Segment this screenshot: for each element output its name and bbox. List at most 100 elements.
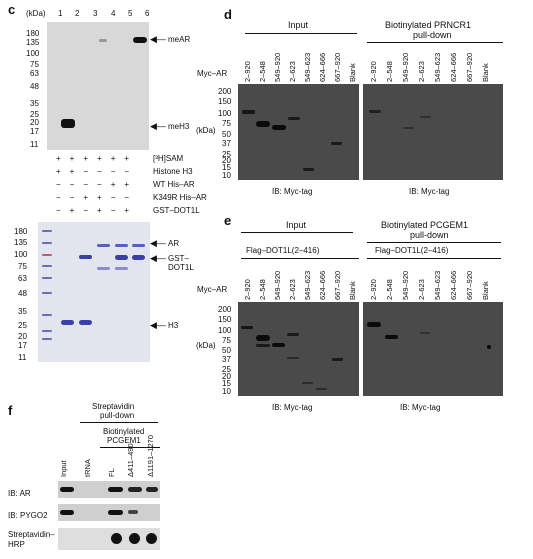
blot-band [332, 358, 343, 361]
panel-f-row-pygo2: IB: PYGO2 [8, 511, 48, 520]
panel-c-autoradiograph [47, 22, 149, 150]
lane-number: 2 [75, 9, 80, 18]
lane-label: Δ411–490 [126, 443, 135, 477]
panel-c-coomassie-gel [38, 222, 150, 362]
marker: 75 [30, 60, 39, 69]
lane-label: 549–920 [401, 270, 410, 300]
marker: 15 [222, 163, 231, 172]
blot-band [60, 510, 74, 515]
lane-label: 549–920 [273, 52, 282, 82]
divider [367, 242, 501, 243]
marker: 75 [222, 336, 231, 345]
AR-arrow: ◀— [150, 238, 166, 248]
marker: 11 [18, 353, 27, 362]
divider [241, 258, 359, 259]
ladder-band [42, 338, 52, 340]
blot-spot [487, 345, 491, 349]
blot-band [128, 510, 138, 514]
panel-f-title-2: pull-down [100, 411, 135, 420]
lane-label: 549–623 [433, 270, 442, 300]
marker: 35 [30, 99, 39, 108]
lane-label: 2–920 [369, 279, 378, 300]
GST-DOT1L-band [79, 255, 92, 259]
panel-f-letter: f [8, 403, 13, 418]
blot-dot [129, 533, 140, 544]
marker: 25 [222, 365, 231, 374]
marker: 180 [26, 29, 40, 38]
panel-f-title-1: Streptavidin [92, 402, 135, 411]
blot-band [241, 326, 253, 329]
panel-e-kda-label: (kDa) [196, 341, 216, 350]
blot-band [256, 344, 270, 347]
marker: 135 [14, 238, 28, 247]
blot-band [272, 343, 285, 347]
panel-f-pygo2-blot [58, 504, 160, 521]
lane-label: 667–920 [333, 270, 342, 300]
blot-band [316, 388, 327, 390]
panel-d-right-title-1: Biotinylated PRNCR1 [385, 20, 472, 30]
GST-DOT1L-annotation-2: DOT1L [168, 263, 194, 272]
meH3-band [61, 119, 75, 128]
condition-label: Histone H3 [153, 167, 193, 176]
panel-d-left-title: Input [288, 20, 309, 30]
meH3-arrow: ◀— [150, 121, 166, 131]
marker: 135 [26, 38, 40, 47]
lane-label: 2–623 [288, 279, 297, 300]
blot-band [242, 110, 255, 114]
meAR-band-faint [99, 39, 107, 42]
H3-annotation: H3 [168, 321, 179, 330]
panel-e-pulldown-blot [363, 302, 503, 396]
blot-band [108, 510, 123, 515]
lane-label: 2–548 [258, 279, 267, 300]
panel-e-right-title-1: Biotinylated PCGEM1 [381, 220, 469, 230]
condition-label: GST–DOT1L [153, 206, 200, 215]
panel-d-ib-right: IB: Myc-tag [409, 187, 450, 196]
lane-label: 549–623 [303, 52, 312, 82]
divider [241, 232, 353, 233]
panel-e-ib-right: IB: Myc-tag [400, 403, 441, 412]
ladder-band [42, 277, 52, 279]
marker: 35 [18, 307, 27, 316]
ladder-band [42, 230, 52, 232]
AR-band [115, 244, 128, 247]
panel-e-flag-left: Flag–DOT1L(2–416) [246, 246, 320, 255]
divider [80, 422, 158, 423]
H3-arrow: ◀— [150, 320, 166, 330]
lane-label: 667–920 [465, 52, 474, 82]
marker: 48 [30, 82, 39, 91]
panel-f-hrp-blot [58, 528, 160, 550]
marker: 10 [222, 387, 231, 396]
panel-d-ib-left: IB: Myc-tag [272, 187, 313, 196]
lane-label: 549–623 [433, 52, 442, 82]
blot-band [146, 487, 158, 492]
panel-f-sub-1: Biotinylated [103, 427, 145, 436]
meAR-band [133, 37, 147, 43]
marker: 20 [222, 372, 231, 381]
marker: 150 [218, 97, 232, 106]
lane-label: Blank [348, 63, 357, 82]
ladder-band [42, 330, 52, 332]
marker: 17 [18, 341, 27, 350]
blot-band [128, 487, 142, 492]
minor-band [97, 267, 110, 270]
panel-c-kda-label: (kDa) [26, 9, 46, 18]
blot-band [60, 487, 74, 492]
panel-f-row-hrp-2: HRP [8, 540, 25, 549]
GST-DOT1L-annotation-1: GST– [168, 254, 189, 263]
blot-band [367, 322, 381, 327]
GST-DOT1L-band [132, 255, 145, 260]
panel-d-kda-label: (kDa) [196, 126, 216, 135]
GST-DOT1L-arrow: ◀— [150, 253, 166, 263]
panel-e-input-blot [238, 302, 359, 396]
condition-label: [³H]SAM [153, 154, 184, 163]
lane-label: 2–548 [385, 279, 394, 300]
ladder-band [42, 254, 52, 256]
panel-f-row-ar: IB: AR [8, 489, 31, 498]
lane-label: Δ1191–1270 [146, 435, 155, 477]
panel-d-right-title-2: pull-down [413, 30, 452, 40]
divider [367, 258, 501, 259]
condition-signs: −+−+−+ [56, 206, 139, 215]
blot-band [420, 332, 430, 334]
blot-dot [111, 533, 122, 544]
blot-band [272, 125, 286, 130]
